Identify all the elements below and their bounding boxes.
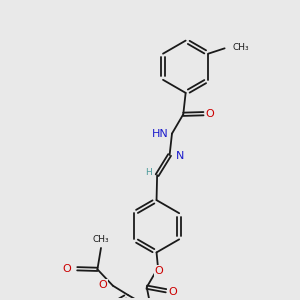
Text: O: O	[62, 264, 71, 274]
Text: O: O	[168, 287, 177, 297]
Text: O: O	[98, 280, 107, 290]
Text: H: H	[146, 168, 152, 177]
Text: CH₃: CH₃	[232, 43, 249, 52]
Text: HN: HN	[152, 129, 168, 139]
Text: CH₃: CH₃	[93, 235, 109, 244]
Text: O: O	[206, 109, 214, 119]
Text: N: N	[176, 152, 184, 161]
Text: O: O	[154, 266, 163, 276]
